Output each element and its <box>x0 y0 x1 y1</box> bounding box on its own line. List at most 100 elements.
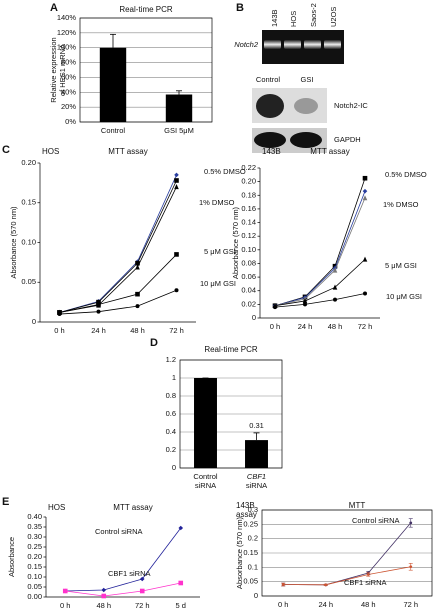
y-tick-label: 0.05 <box>21 277 36 286</box>
point <box>324 583 328 587</box>
y-tick-label: 0.25 <box>243 519 258 528</box>
x-tick-label: 0 h <box>270 322 280 331</box>
point <box>174 172 179 178</box>
line <box>274 293 366 308</box>
point <box>135 260 140 266</box>
series-label: CBF1 siRNA <box>344 578 387 587</box>
point <box>174 178 179 183</box>
plot-frame <box>79 17 213 123</box>
point <box>96 299 101 305</box>
chart-subtitle: assay <box>236 510 257 519</box>
y-tick-label: 0.02 <box>241 299 256 308</box>
blot-band <box>254 132 286 148</box>
y-tick-label: 0.6 <box>166 409 176 418</box>
point <box>135 304 140 309</box>
line <box>59 180 177 313</box>
x-tick-label: 72 h <box>403 600 418 609</box>
x-tick-label: 0 h <box>60 601 70 610</box>
y-tick-label: 0.18 <box>241 190 256 199</box>
y-tick-label: 0 <box>254 591 258 600</box>
y-tick-label: 1.2 <box>166 355 176 364</box>
cell-line: 143B <box>262 147 281 156</box>
line <box>283 566 411 586</box>
y-tick-label: 0.05 <box>27 582 42 591</box>
x-tick-label: 48 h <box>130 326 145 335</box>
y-tick-label: 100% <box>57 43 77 52</box>
chart-title: MTT assay <box>108 147 147 156</box>
y-axis-label: Absorbance (570 nm) <box>9 206 18 279</box>
point <box>178 525 184 531</box>
y-tick-label: 1 <box>172 373 176 382</box>
point <box>362 175 368 181</box>
point <box>139 576 145 582</box>
gel-label: Notch2 <box>234 40 259 49</box>
x-tick-label: 72 h <box>358 322 373 331</box>
blot-band <box>256 94 284 118</box>
point <box>366 573 370 576</box>
y-tick-label: 120% <box>57 28 77 37</box>
y-tick-label: 0.14 <box>241 218 256 227</box>
x-tick-label: 48 h <box>361 600 376 609</box>
point <box>281 583 285 586</box>
x-tick-label: siRNA <box>195 481 216 490</box>
point <box>178 580 184 586</box>
y-tick-label: 0.00 <box>27 592 42 601</box>
x-tick-label: Control <box>193 472 218 481</box>
y-axis-label: Relative expression <box>49 37 58 102</box>
point <box>96 309 101 314</box>
y-tick-label: 140% <box>57 13 77 22</box>
gel-band <box>284 40 301 49</box>
y-tick-label: 0.2 <box>248 534 258 543</box>
x-tick-label: 0 h <box>278 600 288 609</box>
y-tick-label: 0.04 <box>241 286 256 295</box>
series-label: 1% DMSO <box>199 198 235 207</box>
gel-band <box>264 40 281 49</box>
y-tick-label: 0.20 <box>27 552 42 561</box>
point <box>174 252 179 257</box>
line <box>274 178 366 307</box>
point <box>57 312 62 317</box>
series-label: 1% DMSO <box>383 200 419 209</box>
y-tick-label: 0.2 <box>166 445 176 454</box>
y-tick-label: 40% <box>61 87 76 96</box>
x-tick-label: siRNA <box>246 481 267 490</box>
y-axis-label: Absorbance (570 nm) <box>235 516 244 589</box>
series-label: 5 μM GSI <box>385 261 417 270</box>
blot-band <box>294 98 318 114</box>
point <box>273 305 277 310</box>
series-label: 10 μM GSI <box>386 292 422 301</box>
gel-band <box>324 40 341 49</box>
series-label: 0.5% DMSO <box>204 167 246 176</box>
series-label: CBF1 siRNA <box>108 569 151 578</box>
chart-title: MTT assay <box>310 147 349 156</box>
point <box>362 256 368 262</box>
point <box>363 291 367 296</box>
point <box>302 298 308 304</box>
point <box>409 565 413 569</box>
series-label: Control siRNA <box>352 516 400 525</box>
band-label: GAPDH <box>334 135 361 144</box>
line <box>59 254 177 313</box>
point <box>101 587 107 593</box>
y-tick-label: 0.10 <box>241 245 256 254</box>
y-tick-label: 0.35 <box>27 522 42 531</box>
x-tick-label: 24 h <box>298 322 313 331</box>
chart-title: MTT <box>349 501 366 510</box>
x-tick-label: Control <box>101 126 126 135</box>
series-label: Control siRNA <box>95 527 143 536</box>
point <box>174 184 179 190</box>
lane-label: 143B <box>270 9 279 27</box>
y-tick-label: 0.10 <box>27 572 42 581</box>
line <box>59 186 177 313</box>
bar <box>99 47 127 122</box>
y-tick-label: 0.22 <box>241 163 256 172</box>
x-tick-label: 72 h <box>135 601 150 610</box>
lane-label: U2OS <box>329 7 338 27</box>
bar <box>245 440 268 468</box>
panel-label: C <box>2 144 10 156</box>
point <box>362 188 368 194</box>
panel-label: A <box>50 2 58 14</box>
point <box>135 264 140 270</box>
y-tick-label: 0.3 <box>248 505 258 514</box>
y-tick-label: 0.20 <box>241 177 256 186</box>
